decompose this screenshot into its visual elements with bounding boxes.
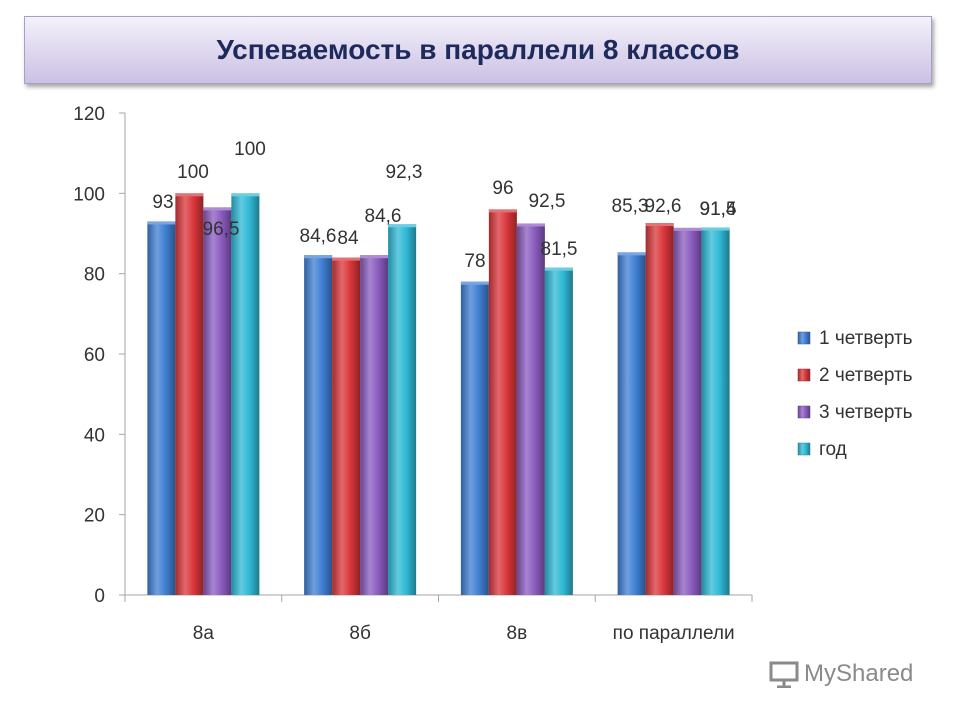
data-label: 85,3 [612, 196, 649, 217]
y-tick-label: 60 [84, 345, 105, 366]
data-label: 91,4 [700, 199, 737, 220]
bar-cap [360, 255, 389, 259]
bar-cap [645, 223, 674, 227]
bar-cap [617, 252, 646, 256]
bar-cap [203, 207, 232, 211]
y-tick-label: 20 [84, 506, 105, 527]
x-tick-label: 8б [349, 623, 371, 644]
data-label: 92,5 [529, 191, 566, 212]
bar-cap [701, 227, 730, 231]
bar [460, 281, 489, 595]
bar [645, 223, 674, 595]
presentation-icon [769, 661, 799, 688]
data-label: 92,3 [386, 162, 423, 183]
bar-cap [231, 193, 260, 197]
legend-label: 3 четверть [819, 402, 913, 423]
bar-cap [544, 267, 573, 271]
bar [332, 257, 361, 595]
legend-swatch [797, 442, 811, 456]
data-label: 96 [492, 178, 513, 199]
bar [701, 227, 730, 595]
bar [147, 221, 176, 595]
legend-label: 2 четверть [819, 365, 913, 386]
data-label: 84,6 [300, 226, 337, 247]
bar [388, 224, 417, 596]
bar-cap [147, 221, 176, 225]
bar [175, 193, 204, 596]
x-tick-label: по параллели [613, 623, 735, 644]
bar-cap [332, 257, 361, 261]
data-label: 81,5 [541, 239, 578, 260]
data-label: 92,6 [645, 196, 682, 217]
legend-label: год [819, 439, 847, 460]
bar [544, 267, 573, 595]
bar-cap [388, 224, 417, 228]
bar-cap [304, 255, 333, 259]
legend-swatch [797, 331, 811, 345]
y-tick-label: 40 [84, 425, 105, 446]
data-label: 91,5 [700, 199, 737, 220]
bar [360, 255, 389, 595]
legend-swatch [797, 368, 811, 382]
bar [203, 207, 232, 595]
data-label: 78 [464, 251, 485, 272]
watermark: MyShared [768, 654, 938, 694]
bar [617, 252, 646, 595]
y-tick-label: 100 [73, 184, 105, 205]
data-label: 100 [177, 162, 209, 183]
x-tick-label: 8в [507, 623, 528, 644]
bar [516, 223, 545, 596]
y-tick-label: 0 [94, 586, 105, 607]
bar-cap [175, 193, 204, 197]
bar-cap [460, 281, 489, 285]
legend-swatch [797, 405, 811, 419]
bar [673, 227, 702, 596]
data-label: 84,6 [365, 206, 402, 227]
y-tick-label: 80 [84, 265, 105, 286]
title-banner: Успеваемость в параллели 8 классов [24, 16, 932, 84]
bar-cap [516, 223, 545, 227]
bar [304, 255, 333, 595]
data-label: 84 [337, 228, 359, 249]
data-label: 93 [152, 192, 173, 213]
data-label: 100 [234, 139, 266, 160]
legend-label: 1 четверть [819, 328, 913, 349]
bar [231, 193, 260, 596]
chart-title: Успеваемость в параллели 8 классов [216, 34, 740, 65]
watermark-text: MyShared [804, 660, 914, 687]
data-label: 96,5 [203, 219, 240, 240]
x-tick-label: 8а [193, 623, 215, 644]
bar [488, 209, 517, 595]
bar-cap [673, 227, 702, 231]
y-tick-label: 120 [73, 104, 105, 125]
bar-cap [488, 209, 517, 213]
